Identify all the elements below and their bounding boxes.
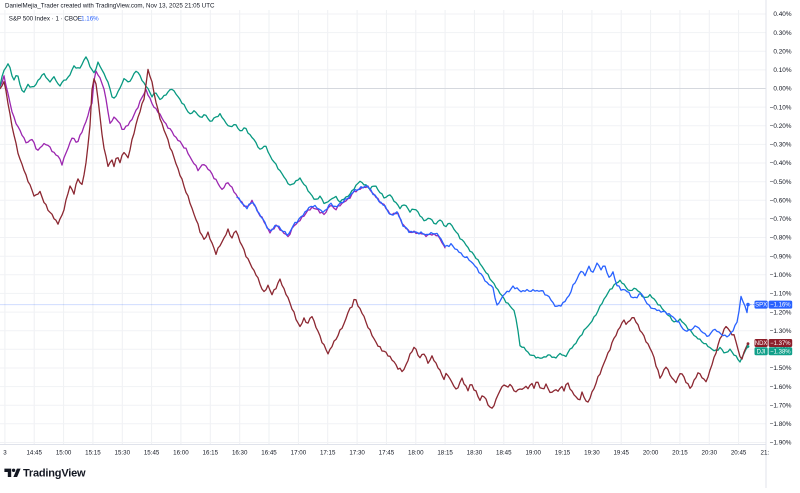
- svg-text:15:45: 15:45: [144, 450, 160, 457]
- svg-text:17:30: 17:30: [349, 450, 365, 457]
- svg-text:14:45: 14:45: [26, 450, 42, 457]
- svg-text:20:45: 20:45: [731, 450, 747, 457]
- svg-text:−1.60%: −1.60%: [770, 384, 792, 391]
- svg-text:−0.10%: −0.10%: [770, 104, 792, 111]
- svg-text:20:15: 20:15: [672, 450, 688, 457]
- svg-text:−1.30%: −1.30%: [770, 328, 792, 335]
- svg-text:19:45: 19:45: [613, 450, 629, 457]
- svg-text:17:15: 17:15: [320, 450, 336, 457]
- svg-text:−0.60%: −0.60%: [770, 198, 792, 205]
- svg-text:−1.16%: −1.16%: [78, 16, 100, 23]
- svg-text:−1.70%: −1.70%: [770, 402, 792, 409]
- svg-text:18:30: 18:30: [467, 450, 483, 457]
- svg-text:16:00: 16:00: [173, 450, 189, 457]
- svg-text:NDX: NDX: [755, 341, 768, 347]
- svg-text:−0.50%: −0.50%: [770, 179, 792, 186]
- svg-text:16:30: 16:30: [232, 450, 248, 457]
- svg-text:−0.90%: −0.90%: [770, 253, 792, 260]
- svg-text:15:15: 15:15: [85, 450, 101, 457]
- svg-text:TradingView: TradingView: [23, 467, 86, 479]
- svg-text:−0.40%: −0.40%: [770, 160, 792, 167]
- svg-text:19:00: 19:00: [525, 450, 541, 457]
- svg-text:−0.80%: −0.80%: [770, 235, 792, 242]
- svg-text:0.30%: 0.30%: [773, 30, 791, 37]
- svg-text:−0.20%: −0.20%: [770, 123, 792, 130]
- svg-text:0.20%: 0.20%: [773, 48, 791, 55]
- svg-text:17:00: 17:00: [291, 450, 307, 457]
- svg-text:18:45: 18:45: [496, 450, 512, 457]
- svg-text:0.00%: 0.00%: [773, 86, 791, 93]
- svg-text:−1.20%: −1.20%: [770, 309, 792, 316]
- svg-text:DJI: DJI: [757, 349, 766, 355]
- svg-text:20:30: 20:30: [702, 450, 718, 457]
- svg-text:S&P 500 Index · 1 · CBOE: S&P 500 Index · 1 · CBOE: [9, 16, 82, 23]
- svg-text:16:45: 16:45: [261, 450, 277, 457]
- svg-text:−1.80%: −1.80%: [770, 421, 792, 428]
- svg-text:18:15: 18:15: [437, 450, 453, 457]
- svg-text:−1.38%: −1.38%: [770, 349, 791, 355]
- svg-text:15:00: 15:00: [56, 450, 72, 457]
- svg-text:18:00: 18:00: [408, 450, 424, 457]
- svg-text:0.40%: 0.40%: [773, 11, 791, 18]
- svg-text:19:15: 19:15: [555, 450, 571, 457]
- svg-text:−1.50%: −1.50%: [770, 365, 792, 372]
- svg-text:15:30: 15:30: [115, 450, 131, 457]
- svg-text:3: 3: [3, 450, 7, 457]
- svg-text:SPX: SPX: [755, 303, 767, 309]
- svg-text:−0.30%: −0.30%: [770, 142, 792, 149]
- svg-text:−1.90%: −1.90%: [770, 440, 792, 447]
- svg-text:21:: 21:: [761, 450, 770, 457]
- svg-text:−1.10%: −1.10%: [770, 291, 792, 298]
- svg-text:−0.70%: −0.70%: [770, 216, 792, 223]
- svg-text:20:00: 20:00: [643, 450, 659, 457]
- svg-text:−1.16%: −1.16%: [770, 303, 791, 309]
- svg-text:−1.00%: −1.00%: [770, 272, 792, 279]
- svg-text:DanielMejia_Trader created wit: DanielMejia_Trader created with TradingV…: [5, 3, 215, 10]
- svg-text:0.10%: 0.10%: [773, 67, 791, 74]
- svg-text:17:45: 17:45: [379, 450, 395, 457]
- svg-text:19:30: 19:30: [584, 450, 600, 457]
- svg-text:16:15: 16:15: [203, 450, 219, 457]
- svg-text:−1.37%: −1.37%: [770, 341, 791, 347]
